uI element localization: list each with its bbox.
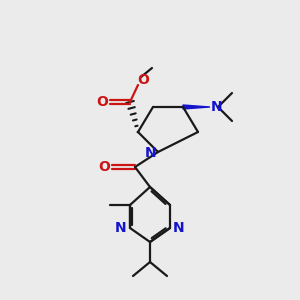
Text: O: O	[137, 73, 149, 87]
Text: N: N	[115, 221, 127, 235]
Text: O: O	[96, 95, 108, 109]
Text: N: N	[173, 221, 185, 235]
Text: N: N	[211, 100, 223, 114]
Polygon shape	[183, 105, 210, 109]
Text: O: O	[98, 160, 110, 174]
Text: N: N	[145, 146, 157, 160]
